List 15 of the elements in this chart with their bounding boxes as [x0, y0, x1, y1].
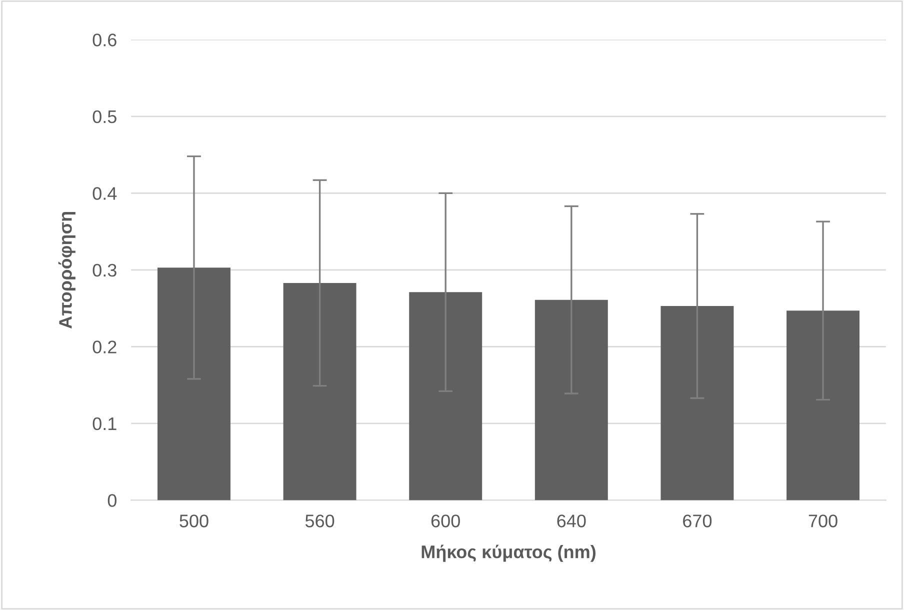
y-tick-label: 0.5: [92, 110, 116, 124]
y-tick-label: 0.2: [92, 340, 116, 354]
x-tick-label: 500: [180, 514, 208, 528]
y-tick-label: 0: [108, 494, 116, 507]
x-tick-label: 700: [808, 514, 838, 528]
y-tick-label: 0.3: [92, 264, 116, 277]
x-tick-label: 600: [431, 514, 460, 528]
y-tick-label: 0.1: [92, 417, 116, 430]
x-axis-title: Μήκος κύματος (nm): [422, 544, 596, 562]
x-tick-label: 670: [683, 514, 712, 528]
y-tick-label: 0.6: [92, 34, 116, 46]
y-axis-title: Απορρόφηση: [58, 212, 76, 329]
x-tick-label: 560: [305, 514, 334, 528]
y-tick-label: 0.4: [92, 187, 117, 200]
x-tick-label: 640: [557, 514, 586, 528]
